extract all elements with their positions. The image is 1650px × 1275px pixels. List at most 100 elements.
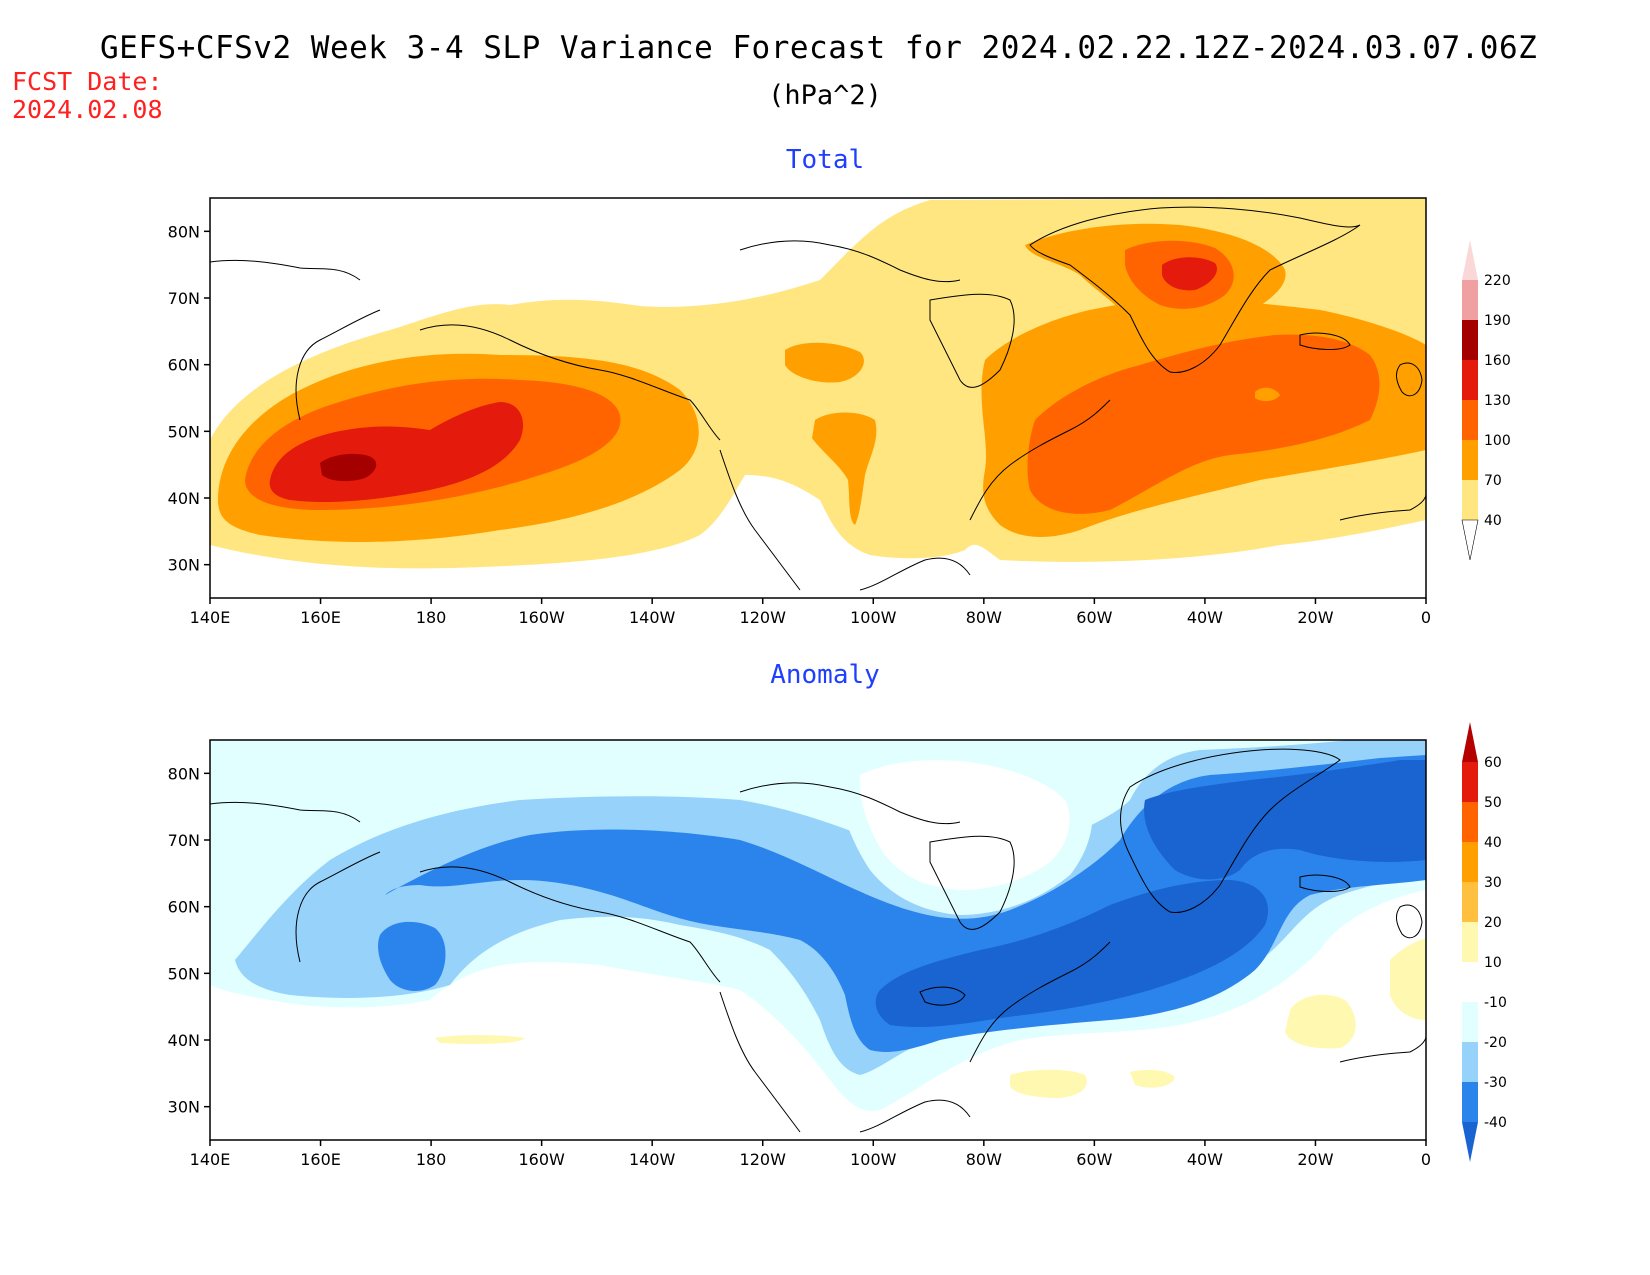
anomaly-colorbar-label: -10 [1484, 995, 1507, 1011]
total-field-shading [210, 198, 1426, 598]
total-colorbar-segment [1462, 440, 1478, 480]
total-coastlines [210, 206, 1426, 591]
anomaly-lat-label: 80N [168, 764, 200, 783]
total-colorbar-segment [1462, 480, 1478, 520]
anomaly-lat-label: 60N [168, 898, 200, 917]
anomaly-colorbar-segment [1462, 1042, 1478, 1082]
anomaly-colorbar-label: -30 [1484, 1075, 1507, 1091]
total-colorbar-label: 100 [1484, 433, 1511, 449]
anomaly-panel-title: Anomaly [770, 660, 880, 690]
total-shade-160 [320, 453, 377, 482]
anomaly-colorbar-segment [1462, 962, 1478, 1002]
anomaly-colorbar-lower-cap [1462, 1122, 1478, 1162]
forecast-date-value: 2024.02.08 [12, 95, 163, 124]
total-shade-100-atlantic [1027, 334, 1380, 514]
total-lon-label: 40W [1187, 608, 1223, 627]
anomaly-shade-pos10-a [1010, 1069, 1087, 1098]
anomaly-lon-label: 160E [300, 1150, 341, 1169]
anomaly-lon-label: 20W [1297, 1150, 1333, 1169]
total-lat-label: 70N [168, 289, 200, 308]
anomaly-lon-label: 0 [1421, 1150, 1431, 1169]
anomaly-lon-label: 140W [629, 1150, 676, 1169]
anomaly-lon-label: 100W [850, 1150, 897, 1169]
total-colorbar-label: 70 [1484, 473, 1502, 489]
anomaly-coastlines [210, 748, 1426, 1133]
anomaly-lon-label: 40W [1187, 1150, 1223, 1169]
anomaly-colorbar-label: 10 [1484, 955, 1502, 971]
total-lon-label: 180 [416, 608, 447, 627]
anomaly-colorbar-segment [1462, 1082, 1478, 1122]
anomaly-colorbar-upper-cap [1462, 722, 1478, 762]
total-colorbar-label: 190 [1484, 313, 1511, 329]
total-lon-label: 0 [1421, 608, 1431, 627]
anomaly-shade-neg30-pacific [378, 921, 446, 992]
anomaly-colorbar-segment [1462, 762, 1478, 802]
anomaly-lon-label: 140E [190, 1150, 231, 1169]
total-colorbar-segment [1462, 400, 1478, 440]
anomaly-lon-label: 160W [518, 1150, 565, 1169]
forecast-date-label: FCST Date: [12, 67, 163, 96]
anomaly-shade-pos10-e [435, 1035, 525, 1044]
total-map-panel: 80N 70N 60N 50N 40N 30N 140E 160E 180 160W 140W 12… [168, 197, 1431, 627]
anomaly-lat-label: 30N [168, 1098, 200, 1117]
total-lon-label: 160E [300, 608, 341, 627]
anomaly-colorbar-label: 30 [1484, 875, 1502, 891]
total-colorbar-upper-cap [1462, 240, 1478, 280]
anomaly-lon-label: 180 [416, 1150, 447, 1169]
anomaly-lat-label: 40N [168, 1031, 200, 1050]
total-colorbar-label: 220 [1484, 273, 1511, 289]
anomaly-shade-pos10-c [1285, 994, 1356, 1049]
total-colorbar-segment [1462, 320, 1478, 360]
anomaly-shade-pos10-b [1130, 1070, 1175, 1088]
total-lat-label: 30N [168, 556, 200, 575]
main-title: GEFS+CFSv2 Week 3-4 SLP Variance Forecas… [100, 30, 1538, 66]
anomaly-shade-neg40-greenland [1144, 760, 1426, 880]
anomaly-shade-pos10-d [1390, 938, 1426, 1020]
anomaly-colorbar-label: -40 [1484, 1115, 1507, 1131]
anomaly-colorbar-segment [1462, 802, 1478, 842]
total-lon-label: 100W [850, 608, 897, 627]
total-shade-130-greenland [1162, 257, 1218, 291]
total-lon-label: 20W [1297, 608, 1333, 627]
anomaly-colorbar-label: 60 [1484, 755, 1502, 771]
anomaly-lon-label: 120W [740, 1150, 787, 1169]
total-lon-label: 60W [1076, 608, 1112, 627]
anomaly-lon-label: 80W [966, 1150, 1002, 1169]
total-map-frame [209, 197, 1427, 599]
anomaly-colorbar-label: 40 [1484, 835, 1502, 851]
anomaly-field-shading [210, 740, 1426, 1140]
total-colorbar-segment [1462, 360, 1478, 400]
total-panel-title: Total [785, 145, 865, 175]
total-shade-70-canada-b [812, 412, 877, 525]
anomaly-colorbar-segment [1462, 1002, 1478, 1042]
total-lat-label: 80N [168, 222, 200, 241]
anomaly-colorbar-label: 50 [1484, 795, 1502, 811]
total-lat-label: 60N [168, 356, 200, 375]
anomaly-shade-hudson-white [859, 760, 1070, 890]
anomaly-lat-label: 50N [168, 964, 200, 983]
total-colorbar-lower-cap [1461, 519, 1479, 561]
total-colorbar-label: 40 [1484, 513, 1502, 529]
anomaly-lon-label: 60W [1076, 1150, 1112, 1169]
total-colorbar-label: 130 [1484, 393, 1511, 409]
total-colorbar-segment [1462, 280, 1478, 320]
total-colorbar: 40 70 100 130 160 190 220 [1461, 240, 1511, 561]
anomaly-colorbar-segment [1462, 922, 1478, 962]
anomaly-shade-neg40-atlantic [875, 880, 1269, 1028]
total-lat-label: 40N [168, 489, 200, 508]
anomaly-colorbar-label: -20 [1484, 1035, 1507, 1051]
anomaly-colorbar-segment [1462, 842, 1478, 882]
anomaly-colorbar-segment [1462, 882, 1478, 922]
total-lon-label: 160W [518, 608, 565, 627]
total-shade-70-canada-a [785, 342, 864, 383]
total-lon-label: 80W [966, 608, 1002, 627]
total-lon-label: 140W [629, 608, 676, 627]
total-lon-label: 140E [190, 608, 231, 627]
anomaly-map-panel: 80N 70N 60N 50N 40N 30N 140E 160E 180 160W 140W 12… [168, 739, 1431, 1169]
total-lat-axis: 80N 70N 60N 50N 40N 30N [168, 222, 210, 575]
total-lat-label: 50N [168, 422, 200, 441]
anomaly-lat-axis: 80N 70N 60N 50N 40N 30N [168, 764, 210, 1117]
total-shade-inner-blob [1255, 387, 1280, 402]
forecast-date: FCST Date: 2024.02.08 [12, 68, 163, 124]
